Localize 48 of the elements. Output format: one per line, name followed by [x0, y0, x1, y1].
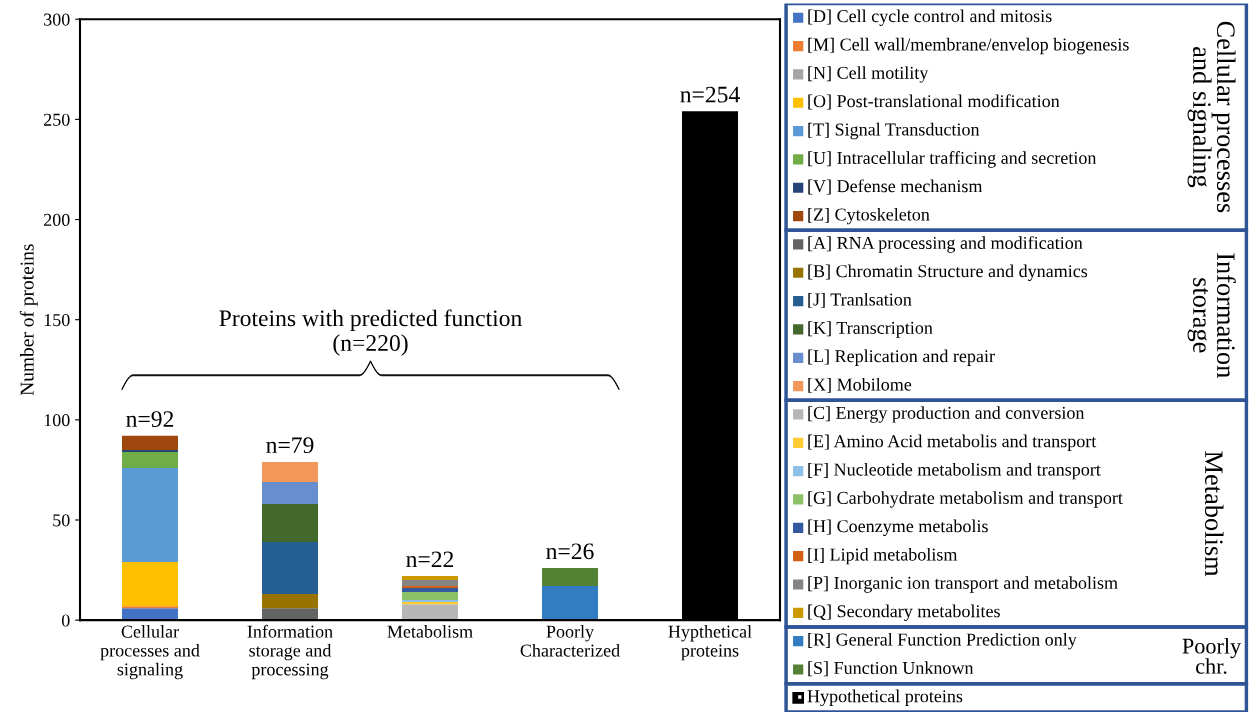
legend-label: [T] Signal Transduction [808, 122, 980, 140]
y-tick-label: 0 [61, 614, 70, 627]
total-label: n=254 [680, 86, 740, 103]
legend-label: Hypothetical proteins [807, 689, 963, 707]
text: Metabolism [1204, 451, 1224, 577]
y-tick-label: 100 [44, 414, 70, 427]
legend-label: [C] Energy production and conversion [808, 406, 1085, 423]
y-tick-label: 250 [43, 113, 70, 126]
total-label: n=22 [406, 551, 454, 568]
legend-label: [U] Intracellular trafficing and secretion [808, 151, 1097, 168]
text: Information storage [1187, 253, 1236, 378]
legend-label: [G] Carbohydrate metabolism and transport [808, 491, 1123, 508]
legend-label: [Z] Cytoskeleton [808, 207, 930, 225]
legend-label: [R] General Function Prediction only [808, 632, 1077, 650]
legend-label: [I] Lipid metabolism [808, 547, 958, 565]
legend-label: [B] Chromatin Structure and dynamics [808, 264, 1088, 281]
total-label: n=26 [546, 543, 594, 560]
annotation: Proteins with predicted function (n=220) [219, 309, 522, 356]
legend-label: [P] Inorganic ion transport and metabolism [808, 576, 1118, 593]
total-label: n=92 [126, 411, 174, 428]
y-tick-label: 200 [43, 213, 70, 226]
legend-label: [S] Function Unknown [808, 661, 974, 677]
x-tick-label: Cellular processes and signaling [100, 625, 200, 680]
x-tick-label: Information storage and processing [247, 624, 333, 680]
total-label: n=79 [266, 437, 314, 454]
legend-label: [A] RNA processing and modification [808, 236, 1083, 253]
text: Cellular processes and signaling [1187, 21, 1236, 213]
y-axis-title: Number of proteins [19, 244, 38, 396]
legend-label: [M] Cell wall/membrane/envelop biogenesis [808, 37, 1129, 55]
legend-label: [O] Post-translational modification [808, 94, 1060, 110]
y-tick-label: 50 [53, 514, 70, 527]
x-tick-label: Poorly Characterized [520, 625, 620, 657]
y-tick-label: 300 [44, 13, 70, 26]
legend-label: [L] Replication and repair [808, 349, 995, 366]
legend-label: [N] Cell motility [808, 66, 929, 83]
legend-label: [X] Mobilome [808, 377, 912, 393]
legend-label: [D] Cell cycle control and mitosis [808, 9, 1052, 26]
legend-label: [K] Transcription [808, 321, 933, 338]
legend-label: [F] Nucleotide metabolism and transport [808, 462, 1101, 480]
legend-label: [H] Coenzyme metabolis [808, 519, 988, 537]
text: Poorly chr. [1182, 637, 1242, 674]
legend-label: [Q] Secondary metabolites [808, 604, 1000, 622]
x-tick-label: Metabolism [387, 625, 473, 638]
legend-label: [V] Defense mechanism [808, 179, 983, 195]
y-tick-label: 150 [44, 313, 70, 327]
legend-label: [J] Tranlsation [808, 292, 912, 308]
legend-label: [E] Amino Acid metabolis and transport [808, 434, 1097, 451]
x-tick-label: Hypthetical proteins [668, 625, 752, 661]
